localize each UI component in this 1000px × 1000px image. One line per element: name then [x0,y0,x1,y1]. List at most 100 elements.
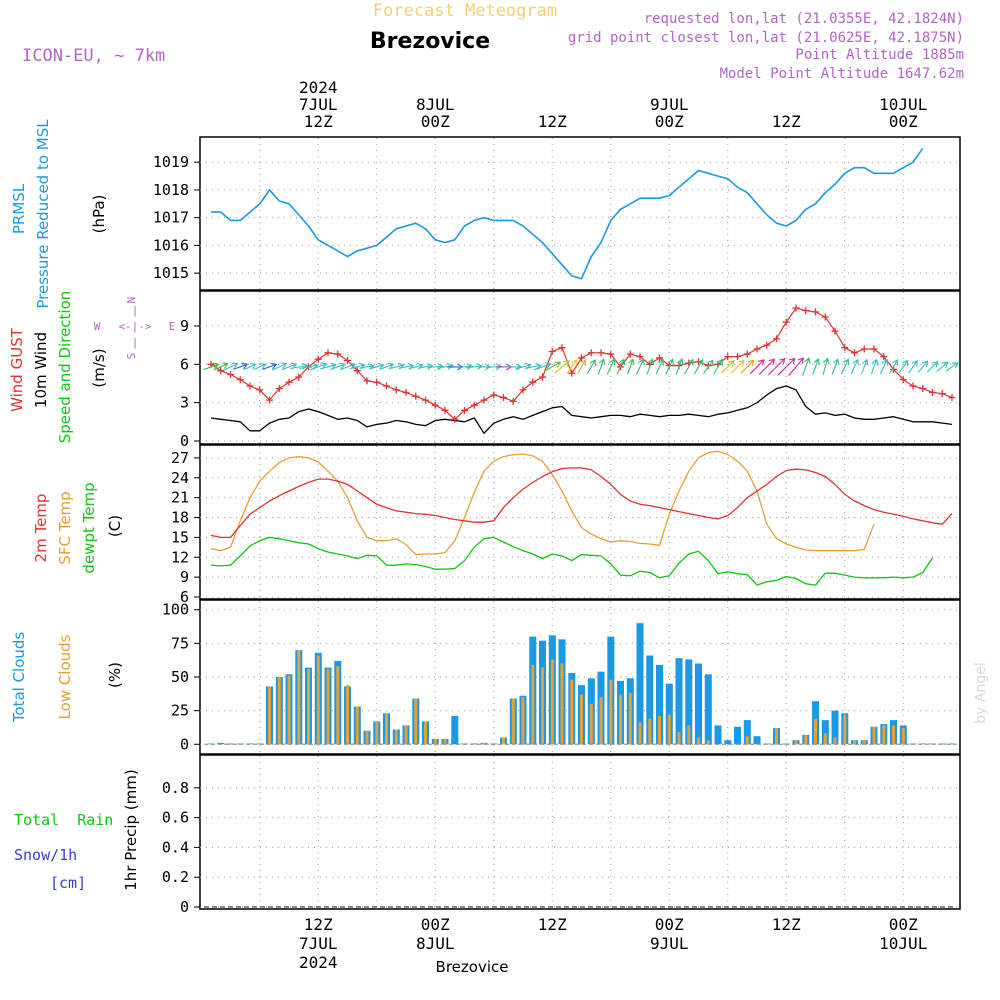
gust-point [441,406,449,414]
point-altitude: Point Altitude 1885m [795,47,964,63]
compass-ns-bottom: | [132,336,139,349]
gust-point [636,353,644,361]
low-cloud-bar [697,737,700,745]
wind-direction-arrow [330,362,347,371]
low-cloud-bar [550,659,554,745]
wind-direction-arrow [870,358,879,375]
gust-point [334,350,342,358]
low-cloud-bar [511,698,515,745]
low-cloud-bar [336,666,340,745]
wind-direction-arrow [339,362,356,371]
wind-direction-arrow [626,358,635,375]
y-tick-label: 6 [180,355,189,373]
wind-direction-arrow [777,357,796,376]
compass-we: <-|-> [118,320,151,333]
wind-direction-arrow [730,359,745,374]
gust-point [363,377,371,385]
wind-direction-arrow [684,358,694,375]
wind-direction-arrow [655,358,665,375]
wind-direction-arrow [319,362,337,370]
model-altitude: Model Point Altitude 1647.62m [720,66,964,82]
low-cloud-bar [502,737,505,745]
gust-point [402,388,410,396]
footer-location: Brezovice [436,958,509,976]
axis-ticks: 1015101610171018101903696912151821242702… [153,78,927,972]
wind-direction-arrow [418,363,434,370]
wind-unit: (m/s) [90,348,108,387]
low-cloud-bar [355,706,359,745]
gust-point [938,390,946,398]
gust-point [451,415,459,423]
total-cloud-bar [948,743,956,745]
y-tick-label: 1019 [153,153,189,171]
gust-point [295,373,303,381]
gust-point [529,378,537,386]
temp-dewpt-label: dewpt Temp [80,482,98,573]
y-tick-label: 1015 [153,264,189,282]
y-tick-label: 100 [162,601,189,619]
low-cloud-bar [823,733,827,745]
temp-sfc-label: SFC Temp [56,491,74,564]
model-label: ICON-EU, ~ 7km [22,46,165,66]
temp-panel-frame [199,444,961,600]
wind-direction-arrow [758,358,776,375]
gust-point [519,386,527,394]
wind-direction-arrow [861,358,869,375]
watermark: by Angel [973,662,989,723]
gust-point [899,376,907,384]
time-label-bottom: 00Z [421,915,450,934]
y-tick-label: 1017 [153,209,189,227]
time-label-top: 2024 [299,78,338,97]
low-cloud-bar [394,729,398,745]
wind-direction-arrow [223,362,239,371]
total-cloud-bar [724,740,732,745]
compass-ns-top: | [132,304,139,317]
total-cloud-bar [656,664,663,745]
gust-point [558,344,566,352]
time-label-top: 12Z [772,112,801,131]
wind-speed-line [210,385,953,434]
y-tick-label: 24 [171,469,189,487]
wind-direction-arrow [616,358,626,375]
wind-direction-arrow [926,360,939,373]
gust-point [743,350,751,358]
gust-point [802,307,810,315]
gust-point [753,345,761,353]
wind-direction-arrow [597,358,606,375]
wind-direction-arrow [889,358,899,375]
wind-direction-arrow [767,357,786,376]
low-cloud-bar [580,694,583,745]
wind-direction-arrow [693,358,704,375]
time-label-bottom: 10JUL [879,934,927,953]
gust-point [256,386,264,394]
precip-unit: 1hr Precip (mm) [122,769,140,890]
wind-direction-arrow [272,362,288,371]
precip-snow-label: Snow/1h [14,846,77,864]
compass-w: W [94,320,101,333]
wind-direction-arrow [457,363,473,371]
gust-point [344,356,351,364]
wind-direction-arrow [586,359,596,374]
pressure-line [211,147,924,280]
wind-direction-arrow [917,360,929,373]
wind-direction-arrow [427,363,444,371]
y-tick-label: 0 [180,432,189,450]
temp-unit: (C) [106,515,124,537]
wind-direction-arrow [233,362,249,370]
y-tick-label: 3 [180,394,189,412]
clouds-total-label: Total Clouds [10,632,28,724]
time-label-top: 12Z [538,112,567,131]
y-tick-label: 12 [171,548,189,566]
low-cloud-bar [570,679,574,745]
low-cloud-bar [375,721,379,745]
low-cloud-bar [414,698,418,745]
low-cloud-bar [794,740,798,745]
gust-point [431,401,439,409]
pressure-label-desc: Pressure Reduced to MSL [34,119,52,309]
pressure-label-prmsl: PRMSL [10,183,28,234]
gust-point [656,354,663,362]
wind-direction-arrow [566,359,578,374]
low-cloud-bar [619,694,622,745]
total-cloud-bar [743,720,751,745]
